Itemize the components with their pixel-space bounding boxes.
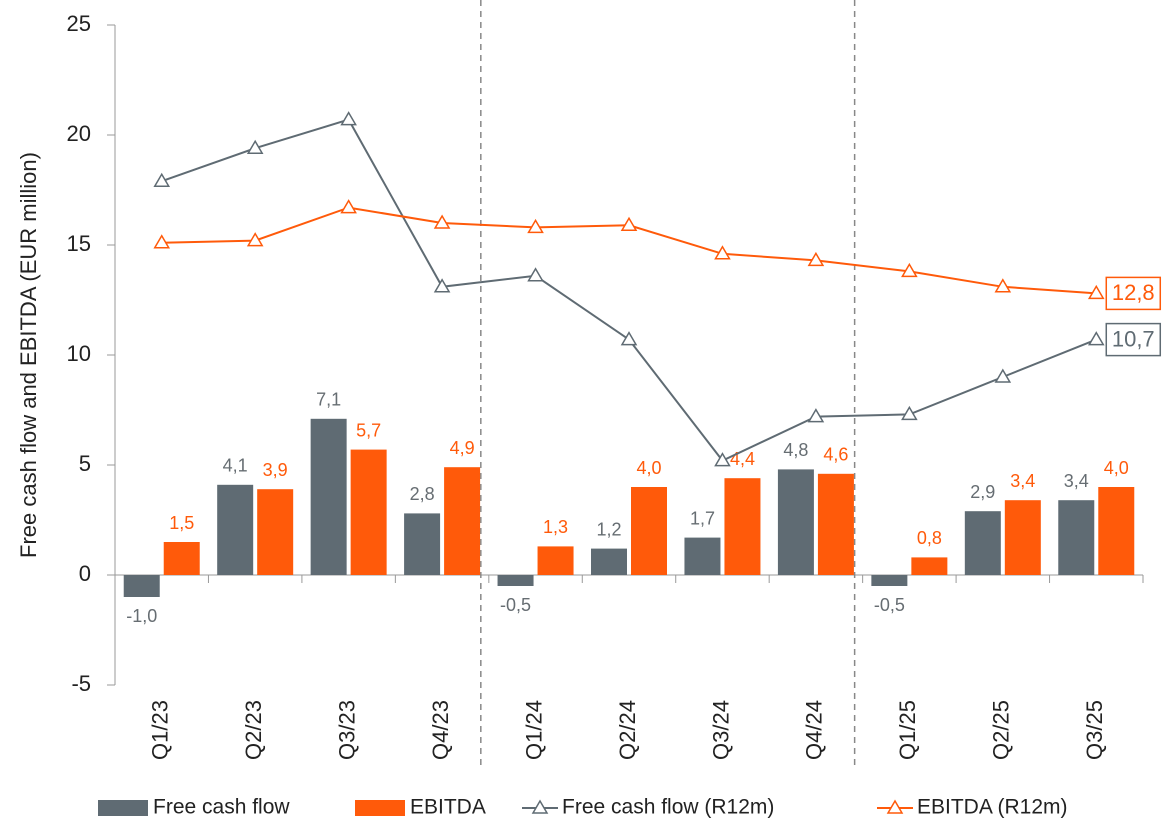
data-label: -0,5 bbox=[874, 595, 905, 615]
y-tick-label: 15 bbox=[67, 231, 91, 256]
bar bbox=[163, 542, 200, 575]
x-tick-label: Q2/25 bbox=[989, 700, 1014, 760]
data-label: 1,5 bbox=[169, 513, 194, 533]
bar bbox=[123, 575, 160, 597]
marker bbox=[433, 278, 451, 293]
y-tick-label: 25 bbox=[67, 11, 91, 36]
bar bbox=[257, 489, 294, 575]
y-axis-label: Free cash flow and EBITDA (EUR million) bbox=[16, 152, 41, 558]
data-label: 1,7 bbox=[690, 508, 715, 528]
bar bbox=[404, 513, 441, 575]
legend-label: Free cash flow bbox=[153, 796, 290, 819]
marker bbox=[1087, 331, 1105, 346]
x-tick-label: Q4/24 bbox=[802, 700, 827, 760]
marker bbox=[340, 111, 357, 126]
x-tick-label: Q3/24 bbox=[708, 700, 733, 760]
end-label: 10,7 bbox=[1112, 326, 1155, 351]
data-label: 3,4 bbox=[1010, 471, 1035, 491]
data-label: 2,9 bbox=[970, 482, 995, 502]
y-tick-label: 0 bbox=[79, 561, 91, 586]
data-label: 7,1 bbox=[316, 390, 341, 410]
bar bbox=[911, 557, 948, 575]
marker bbox=[620, 216, 638, 231]
x-tick-label: Q1/24 bbox=[521, 700, 546, 760]
y-tick-label: 20 bbox=[67, 121, 91, 146]
end-label: 12,8 bbox=[1112, 280, 1155, 305]
marker bbox=[620, 331, 638, 346]
bar bbox=[497, 575, 534, 586]
bar bbox=[1058, 500, 1095, 575]
bar bbox=[591, 548, 627, 575]
data-label: 4,0 bbox=[1104, 458, 1129, 478]
bar bbox=[871, 575, 908, 586]
marker bbox=[433, 214, 451, 229]
marker bbox=[901, 405, 918, 421]
legend-swatch bbox=[355, 800, 405, 816]
x-tick-label: Q2/24 bbox=[615, 700, 640, 760]
data-label: 1,3 bbox=[543, 517, 568, 537]
marker bbox=[527, 267, 544, 282]
marker bbox=[153, 172, 171, 187]
data-label: 4,0 bbox=[636, 458, 661, 478]
legend-swatch bbox=[98, 800, 148, 816]
x-tick-label: Q3/23 bbox=[334, 700, 359, 760]
data-label: 4,1 bbox=[223, 456, 248, 476]
marker bbox=[714, 245, 731, 260]
bar bbox=[537, 546, 574, 575]
marker bbox=[901, 262, 918, 278]
bar bbox=[310, 418, 347, 575]
data-label: 1,2 bbox=[596, 519, 621, 539]
legend-marker bbox=[531, 799, 549, 814]
legend-label: EBITDA (R12m) bbox=[917, 796, 1068, 819]
data-label: 2,8 bbox=[410, 484, 435, 504]
legend-marker bbox=[886, 799, 904, 814]
y-tick-label: 5 bbox=[79, 451, 91, 476]
y-tick-label: 10 bbox=[67, 341, 91, 366]
marker bbox=[807, 251, 825, 267]
legend-label: EBITDA bbox=[410, 796, 486, 819]
end-label-box bbox=[1105, 276, 1162, 311]
bar bbox=[1004, 500, 1041, 575]
bar bbox=[777, 469, 814, 575]
data-label: -0,5 bbox=[500, 595, 531, 615]
marker bbox=[994, 278, 1012, 293]
bar bbox=[217, 484, 254, 575]
x-tick-label: Q2/23 bbox=[241, 700, 266, 760]
bar bbox=[817, 473, 854, 575]
data-label: 4,8 bbox=[783, 440, 808, 460]
data-label: -1,0 bbox=[126, 606, 157, 626]
marker bbox=[527, 218, 544, 234]
bar bbox=[444, 467, 481, 575]
marker bbox=[1087, 284, 1105, 300]
bar bbox=[684, 537, 721, 575]
marker bbox=[246, 232, 264, 247]
marker bbox=[153, 234, 171, 249]
marker bbox=[246, 139, 264, 154]
data-label: 0,8 bbox=[917, 528, 942, 548]
x-tick-label: Q4/23 bbox=[428, 700, 453, 760]
x-tick-label: Q3/25 bbox=[1082, 700, 1107, 760]
data-label: 3,9 bbox=[263, 460, 288, 480]
marker bbox=[994, 368, 1012, 383]
data-label: 5,7 bbox=[356, 420, 381, 440]
bar bbox=[964, 511, 1001, 575]
bar bbox=[1098, 487, 1135, 575]
data-label: 4,9 bbox=[450, 438, 475, 458]
bar bbox=[350, 449, 387, 575]
data-label: 3,4 bbox=[1064, 471, 1089, 491]
bar bbox=[724, 478, 761, 575]
marker bbox=[714, 452, 731, 467]
y-tick-label: -5 bbox=[71, 671, 91, 696]
bar bbox=[631, 487, 667, 575]
x-tick-label: Q1/25 bbox=[895, 700, 920, 760]
marker bbox=[807, 408, 825, 423]
end-label-box bbox=[1105, 322, 1162, 357]
data-label: 4,6 bbox=[823, 445, 848, 465]
legend-label: Free cash flow (R12m) bbox=[562, 796, 774, 819]
line bbox=[161, 118, 1097, 462]
x-tick-label: Q1/23 bbox=[148, 700, 173, 760]
marker bbox=[340, 199, 357, 214]
